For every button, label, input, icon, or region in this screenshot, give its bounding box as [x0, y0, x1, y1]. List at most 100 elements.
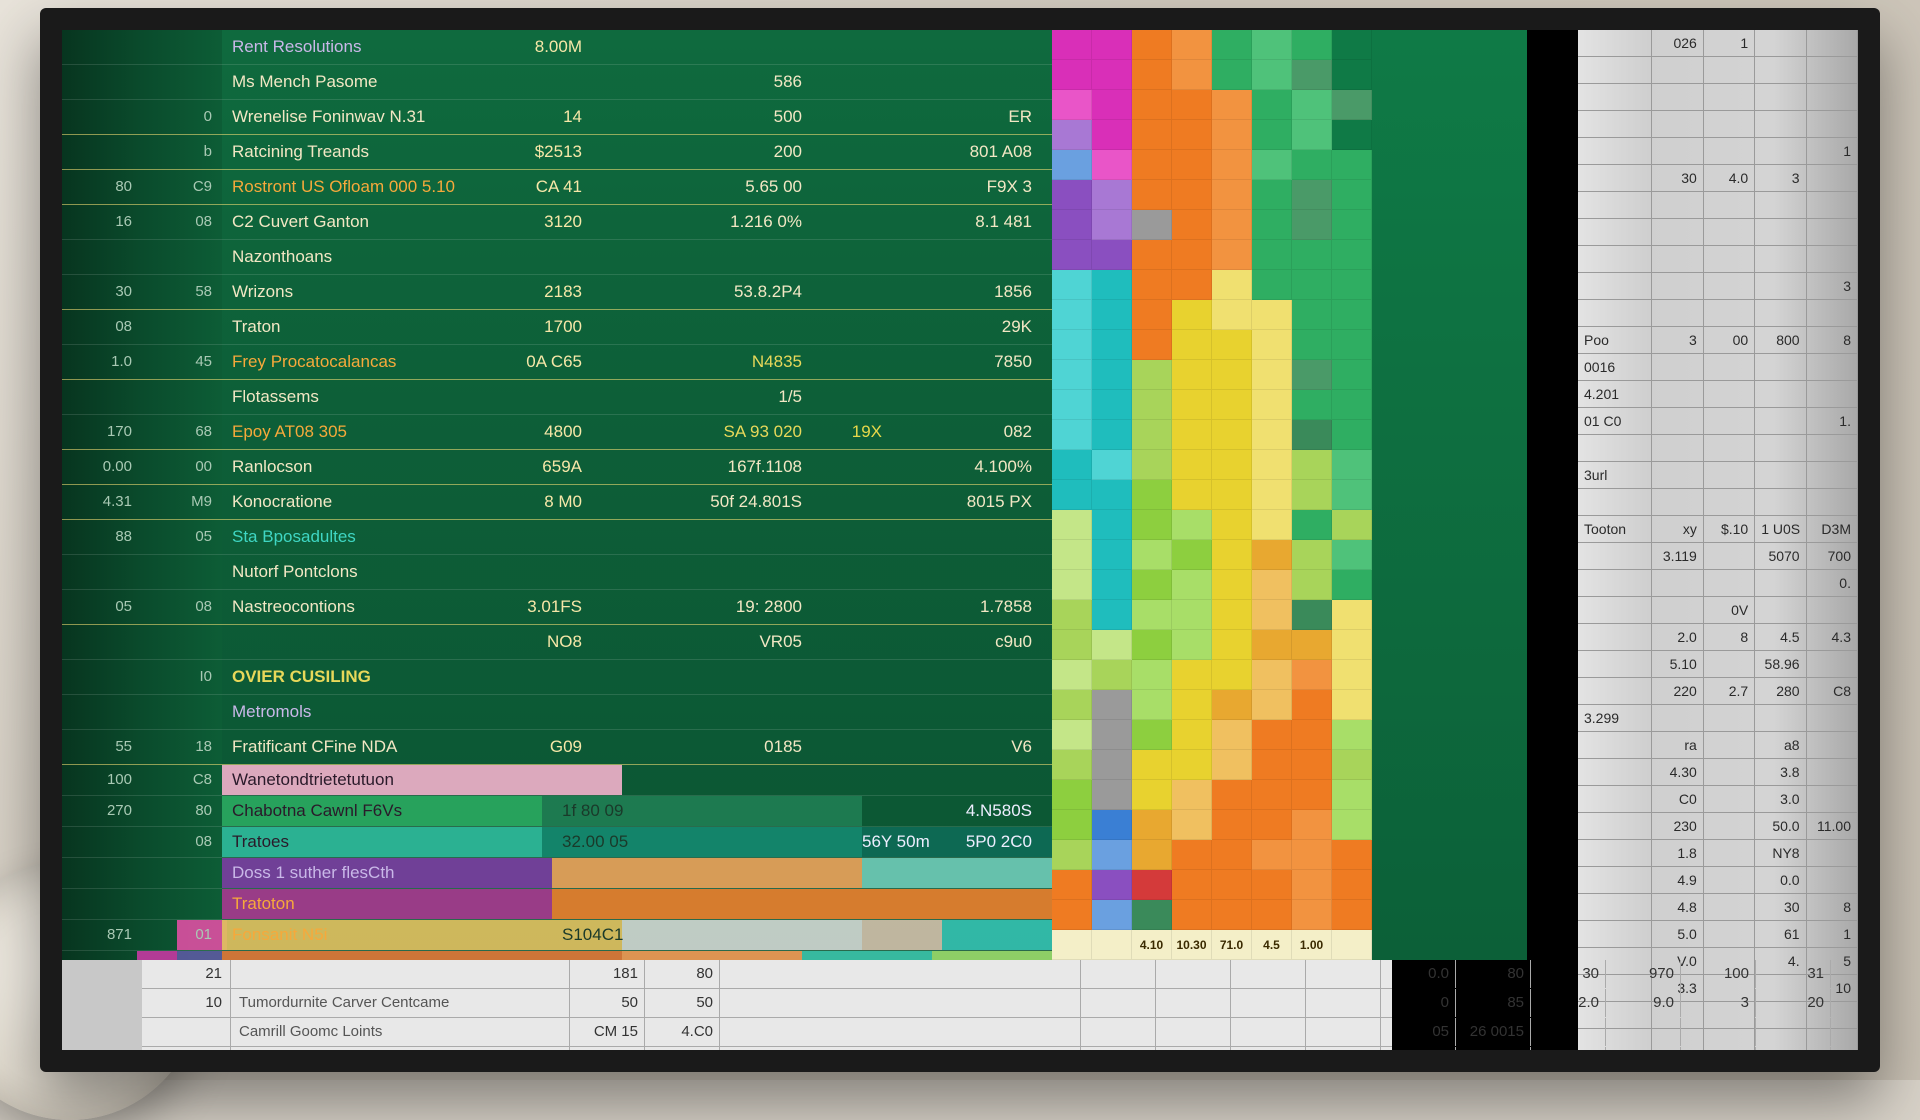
- ledger-row[interactable]: 8805Sta Bposadultes: [62, 520, 1052, 555]
- sheet-cell[interactable]: [1755, 138, 1806, 164]
- sheet-cell[interactable]: a8: [1755, 732, 1806, 758]
- heatmap-cell[interactable]: [1052, 420, 1092, 450]
- sheet-cell[interactable]: 5070: [1755, 543, 1806, 569]
- heatmap-cell[interactable]: [1092, 720, 1132, 750]
- heatmap-cell[interactable]: [1212, 360, 1252, 390]
- sheet-cell[interactable]: [1652, 354, 1703, 380]
- bottom-cell[interactable]: [1306, 1047, 1381, 1050]
- sheet-cell[interactable]: [1755, 381, 1806, 407]
- bottom-cell[interactable]: 4.C0: [645, 1018, 720, 1046]
- heatmap-cell[interactable]: [1092, 780, 1132, 810]
- heatmap-cell[interactable]: [1252, 210, 1292, 240]
- sheet-cell[interactable]: [1578, 219, 1652, 245]
- heatmap-cell[interactable]: [1092, 390, 1132, 420]
- sheet-cell[interactable]: [1807, 192, 1858, 218]
- sheet-cell[interactable]: 3.8: [1755, 759, 1806, 785]
- heatmap-cell[interactable]: [1292, 600, 1332, 630]
- sheet-cell[interactable]: [1807, 30, 1858, 56]
- heatmap-cell[interactable]: [1292, 750, 1332, 780]
- sheet-cell[interactable]: [1652, 57, 1703, 83]
- sheet-cell[interactable]: [1807, 84, 1858, 110]
- heatmap-cell[interactable]: [1252, 780, 1292, 810]
- sheet-cell[interactable]: [1652, 408, 1703, 434]
- bottom-cell[interactable]: 008: [1606, 1047, 1681, 1050]
- sheet-cell[interactable]: [1704, 111, 1755, 137]
- heatmap-cell[interactable]: [1212, 150, 1252, 180]
- heatmap-cell[interactable]: [1252, 900, 1292, 930]
- sheet-cell[interactable]: 3: [1652, 327, 1703, 353]
- sheet-cell[interactable]: [1755, 462, 1806, 488]
- ledger-row[interactable]: NO8VR05c9u0: [62, 625, 1052, 660]
- sheet-cell[interactable]: [1578, 138, 1652, 164]
- ledger-row[interactable]: 4.31M9Konocratione8 M050f 24.801S8015 PX: [62, 485, 1052, 520]
- sheet-cell[interactable]: [1704, 408, 1755, 434]
- sheet-row[interactable]: [1578, 111, 1858, 138]
- heatmap-cell[interactable]: [1052, 630, 1092, 660]
- sheet-cell[interactable]: 8: [1704, 624, 1755, 650]
- heatmap-cell[interactable]: [1172, 150, 1212, 180]
- heatmap-cell[interactable]: [1092, 750, 1132, 780]
- bottom-cell[interactable]: 30: [1531, 960, 1606, 988]
- bottom-cell[interactable]: 970: [1606, 960, 1681, 988]
- sheet-cell[interactable]: [1704, 57, 1755, 83]
- bottom-cell[interactable]: [1156, 989, 1231, 1017]
- ledger-row[interactable]: Metromols: [62, 695, 1052, 730]
- heatmap-cell[interactable]: [1292, 540, 1332, 570]
- heatmap-cell[interactable]: [1292, 450, 1332, 480]
- heatmap-cell[interactable]: [1132, 480, 1172, 510]
- heatmap-cell[interactable]: [1132, 210, 1172, 240]
- sheet-cell[interactable]: 4.9: [1652, 867, 1703, 893]
- sheet-cell[interactable]: [1704, 813, 1755, 839]
- heatmap-cell[interactable]: [1252, 870, 1292, 900]
- sheet-cell[interactable]: [1578, 651, 1652, 677]
- heatmap-cell[interactable]: [1172, 810, 1212, 840]
- sheet-cell[interactable]: [1704, 759, 1755, 785]
- heatmap-cell[interactable]: [1172, 510, 1212, 540]
- sheet-row[interactable]: [1578, 57, 1858, 84]
- heatmap-cell[interactable]: 10.30: [1172, 930, 1212, 960]
- heatmap-cell[interactable]: [1132, 30, 1172, 60]
- bottom-cell[interactable]: 50: [1831, 960, 1858, 988]
- heatmap-cell[interactable]: [1252, 510, 1292, 540]
- heatmap-cell[interactable]: [1212, 300, 1252, 330]
- heatmap-cell[interactable]: [1052, 510, 1092, 540]
- heatmap-cell[interactable]: [1052, 690, 1092, 720]
- bottom-row[interactable]: Camrill Goomc LointsCM 154.C00526 0015: [142, 1018, 1392, 1047]
- bottom-cell[interactable]: 9.0: [1606, 989, 1681, 1017]
- heatmap-cell[interactable]: [1292, 780, 1332, 810]
- heatmap-cell[interactable]: [1252, 480, 1292, 510]
- bottom-cell[interactable]: 80: [1681, 1047, 1756, 1050]
- heatmap-cell[interactable]: [1332, 750, 1372, 780]
- bottom-cell[interactable]: 2.0: [1531, 989, 1606, 1017]
- bottom-cell[interactable]: 2.0: [645, 1047, 720, 1050]
- heatmap-cell[interactable]: [1092, 810, 1132, 840]
- heatmap-cell[interactable]: [1212, 240, 1252, 270]
- sheet-cell[interactable]: [1578, 732, 1652, 758]
- bottom-cell[interactable]: 30 07: [1456, 1047, 1531, 1050]
- sheet-cell[interactable]: [1578, 894, 1652, 920]
- heatmap-cell[interactable]: [1092, 870, 1132, 900]
- sheet-cell[interactable]: [1578, 165, 1652, 191]
- sheet-cell[interactable]: [1704, 894, 1755, 920]
- heatmap-cell[interactable]: [1332, 270, 1372, 300]
- sheet-cell[interactable]: 3.299: [1578, 705, 1652, 731]
- sheet-cell[interactable]: 220: [1652, 678, 1703, 704]
- sheet-cell[interactable]: [1578, 246, 1652, 272]
- sheet-cell[interactable]: 50.0: [1755, 813, 1806, 839]
- heatmap-cell[interactable]: [1052, 780, 1092, 810]
- heatmap-cell[interactable]: [1332, 330, 1372, 360]
- heatmap-cell[interactable]: [1212, 540, 1252, 570]
- heatmap-cell[interactable]: [1132, 180, 1172, 210]
- sheet-cell[interactable]: 280: [1755, 678, 1806, 704]
- sheet-row[interactable]: 5.1058.96: [1578, 651, 1858, 678]
- heatmap-cell[interactable]: [1332, 840, 1372, 870]
- sheet-cell[interactable]: [1578, 543, 1652, 569]
- heatmap-cell[interactable]: [1092, 360, 1132, 390]
- bottom-cell[interactable]: [1156, 1047, 1231, 1050]
- sheet-cell[interactable]: 8: [1807, 327, 1858, 353]
- sheet-cell[interactable]: [1755, 192, 1806, 218]
- sheet-row[interactable]: Tootonxy$.101 U0SD3M: [1578, 516, 1858, 543]
- ledger-row[interactable]: Nazonthoans: [62, 240, 1052, 275]
- sheet-cell[interactable]: [1578, 597, 1652, 623]
- heatmap-cell[interactable]: [1172, 390, 1212, 420]
